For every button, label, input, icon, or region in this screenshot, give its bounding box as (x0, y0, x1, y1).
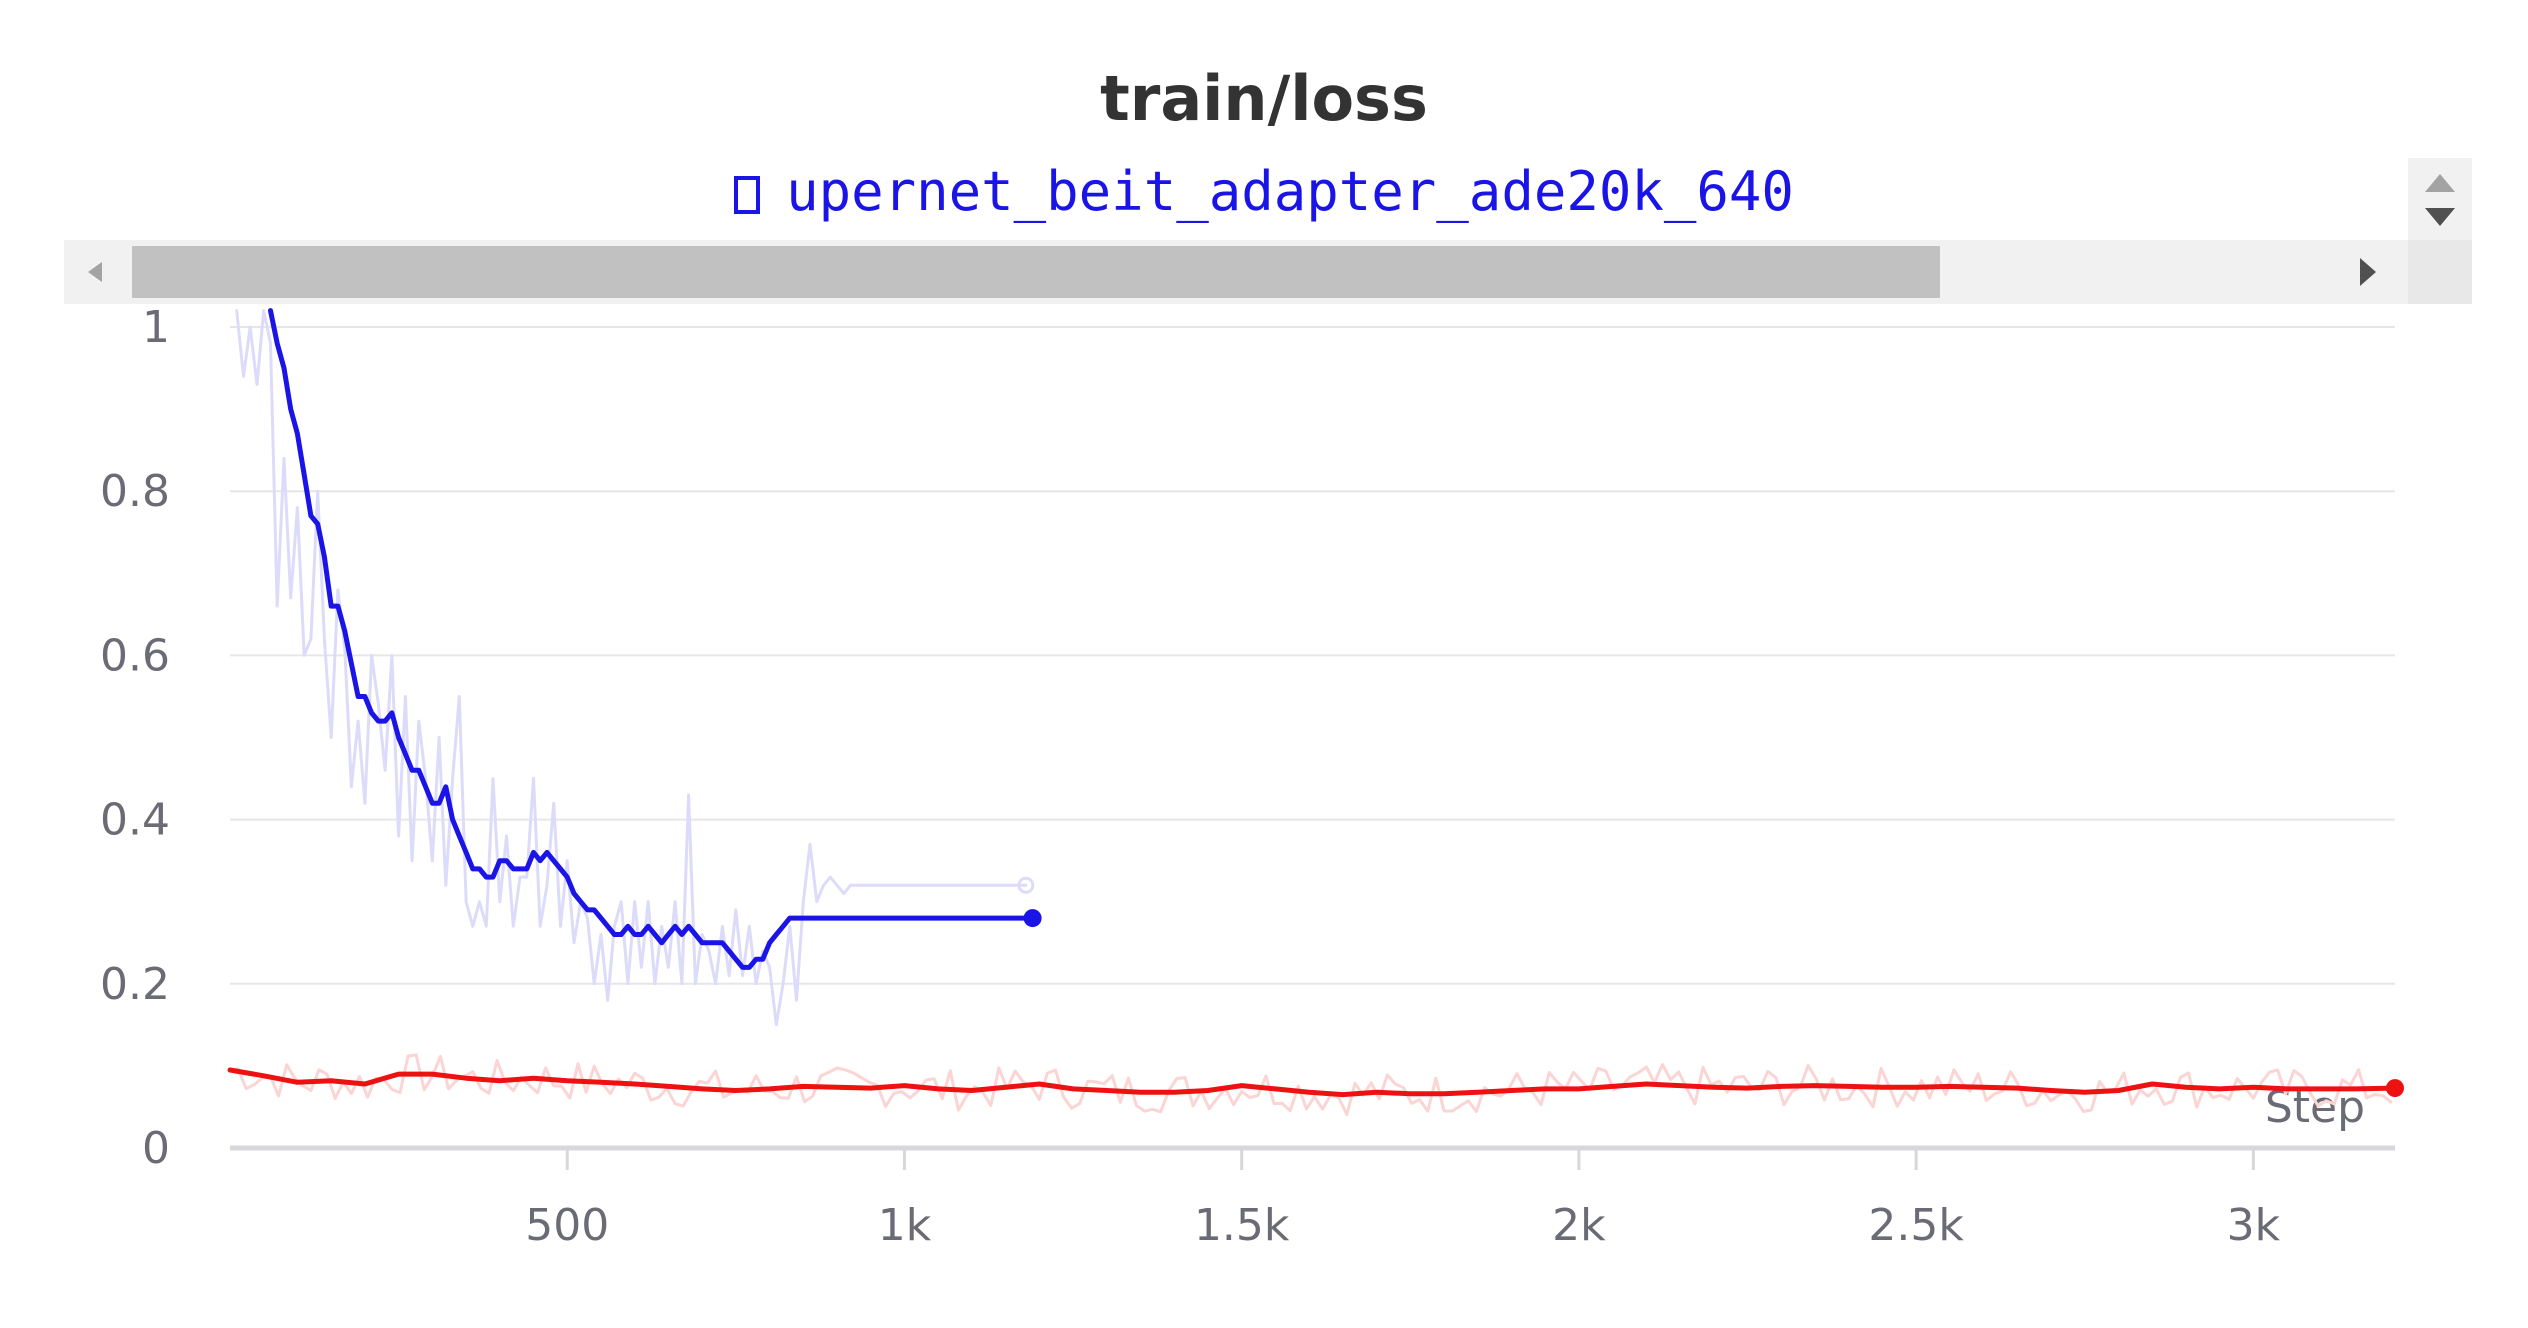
y-tick-label: 0 (142, 1123, 170, 1174)
x-tick-label: 2.5k (1868, 1200, 1964, 1251)
y-tick-label: 0.8 (100, 466, 170, 517)
x-tick-label: 500 (525, 1200, 609, 1251)
x-tick-label: 1.5k (1194, 1200, 1290, 1251)
y-tick-label: 0.6 (100, 630, 170, 681)
y-tick-label: 1 (142, 302, 170, 353)
legend-entry-label: upernet_beit_adapter_ade20k_640 (786, 160, 1794, 223)
x-tick-label: 1k (878, 1200, 932, 1251)
series-2-end-point (2386, 1079, 2404, 1098)
scroll-left-arrow-icon[interactable] (88, 262, 102, 282)
y-tick-label: 0.4 (100, 795, 170, 846)
chart-title: train/loss (1100, 62, 1428, 135)
scrollbar-corner (2408, 240, 2472, 304)
legend-swatch-icon (734, 176, 761, 214)
series-1-raw-end-point (1017, 876, 1035, 894)
series-2-raw-line (228, 1053, 2393, 1116)
series-1-end-point (1023, 909, 1042, 928)
series-1-raw-line (235, 309, 1028, 1027)
scroll-right-arrow-icon[interactable] (2360, 258, 2376, 286)
scroll-up-arrow-icon[interactable] (2425, 174, 2455, 192)
series-1-line (268, 308, 1036, 970)
legend[interactable]: upernet_beit_adapter_ade20k_640 (0, 160, 2528, 223)
y-tick-label: 0.2 (100, 959, 170, 1010)
scroll-down-arrow-icon[interactable] (2425, 208, 2455, 226)
horizontal-scrollbar[interactable] (64, 240, 2408, 304)
x-tick-label: 2k (1552, 1200, 1606, 1251)
x-tick-label: 3k (2227, 1200, 2281, 1251)
series-2-line (227, 1067, 2398, 1098)
scrollbar-thumb[interactable] (132, 246, 1940, 298)
